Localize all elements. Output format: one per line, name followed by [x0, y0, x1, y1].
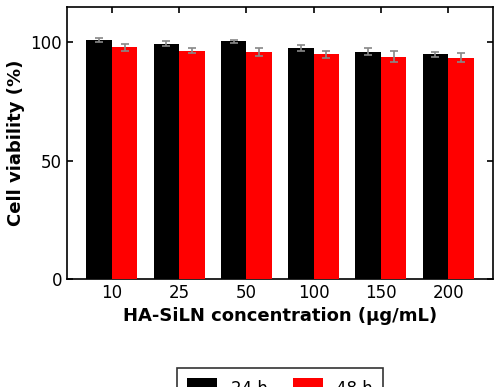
Bar: [246, 52, 272, 279]
Bar: [288, 48, 314, 279]
Bar: [381, 57, 406, 279]
Bar: [221, 41, 246, 279]
Bar: [86, 40, 112, 279]
Legend: 24 h, 48 h: 24 h, 48 h: [178, 368, 382, 387]
Bar: [314, 54, 339, 279]
Y-axis label: Cell viability (%): Cell viability (%): [7, 60, 25, 226]
Bar: [179, 51, 204, 279]
X-axis label: HA-SiLN concentration (μg/mL): HA-SiLN concentration (μg/mL): [123, 307, 437, 325]
Bar: [112, 47, 138, 279]
Bar: [356, 52, 381, 279]
Bar: [154, 44, 179, 279]
Bar: [448, 58, 473, 279]
Bar: [422, 54, 448, 279]
